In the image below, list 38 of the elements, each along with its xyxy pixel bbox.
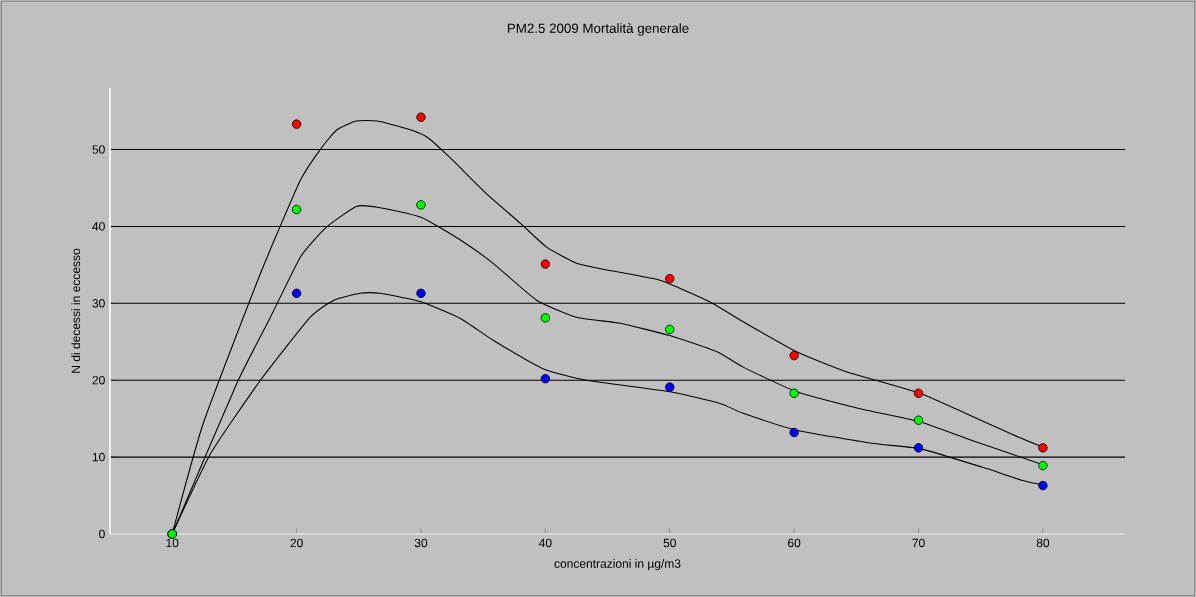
y-tick-label: 40 bbox=[92, 222, 105, 231]
y-tick-label: 0 bbox=[99, 529, 105, 539]
x-axis-title: concentrazioni in µg/m3 bbox=[554, 559, 681, 571]
x-tick-label: 30 bbox=[414, 538, 428, 548]
point bbox=[291, 204, 302, 215]
point bbox=[1038, 460, 1048, 471]
point bbox=[540, 313, 551, 323]
point bbox=[913, 415, 924, 425]
x-tick-label: 70 bbox=[912, 538, 925, 548]
x-tick-label: 40 bbox=[538, 538, 552, 548]
point bbox=[789, 350, 799, 361]
point bbox=[665, 274, 675, 284]
point bbox=[416, 288, 426, 298]
point bbox=[291, 288, 302, 298]
x-tick-label: 10 bbox=[166, 538, 179, 548]
point bbox=[1038, 480, 1048, 491]
point bbox=[665, 382, 675, 392]
x-tick-label: 80 bbox=[1036, 538, 1050, 548]
point bbox=[416, 200, 426, 210]
point bbox=[789, 388, 799, 398]
x-tick-label: 20 bbox=[290, 538, 303, 548]
point bbox=[416, 112, 426, 122]
y-tick-label: 20 bbox=[92, 375, 105, 385]
y-tick-label: 30 bbox=[92, 299, 105, 308]
point bbox=[665, 324, 675, 335]
point bbox=[291, 119, 302, 129]
point bbox=[540, 374, 551, 384]
x-tick-label: 60 bbox=[788, 538, 801, 548]
point bbox=[913, 388, 924, 398]
y-tick-label: 10 bbox=[92, 452, 105, 462]
y-tick-label: 50 bbox=[92, 145, 105, 154]
point bbox=[540, 259, 551, 269]
point bbox=[913, 443, 924, 453]
point bbox=[789, 427, 799, 438]
y-axis-title: N di decessi in eccesso bbox=[71, 248, 81, 373]
x-tick-label: 50 bbox=[663, 538, 676, 548]
point bbox=[1038, 443, 1048, 453]
chart-title: PM2.5 2009 Mortalità generale bbox=[507, 23, 689, 36]
